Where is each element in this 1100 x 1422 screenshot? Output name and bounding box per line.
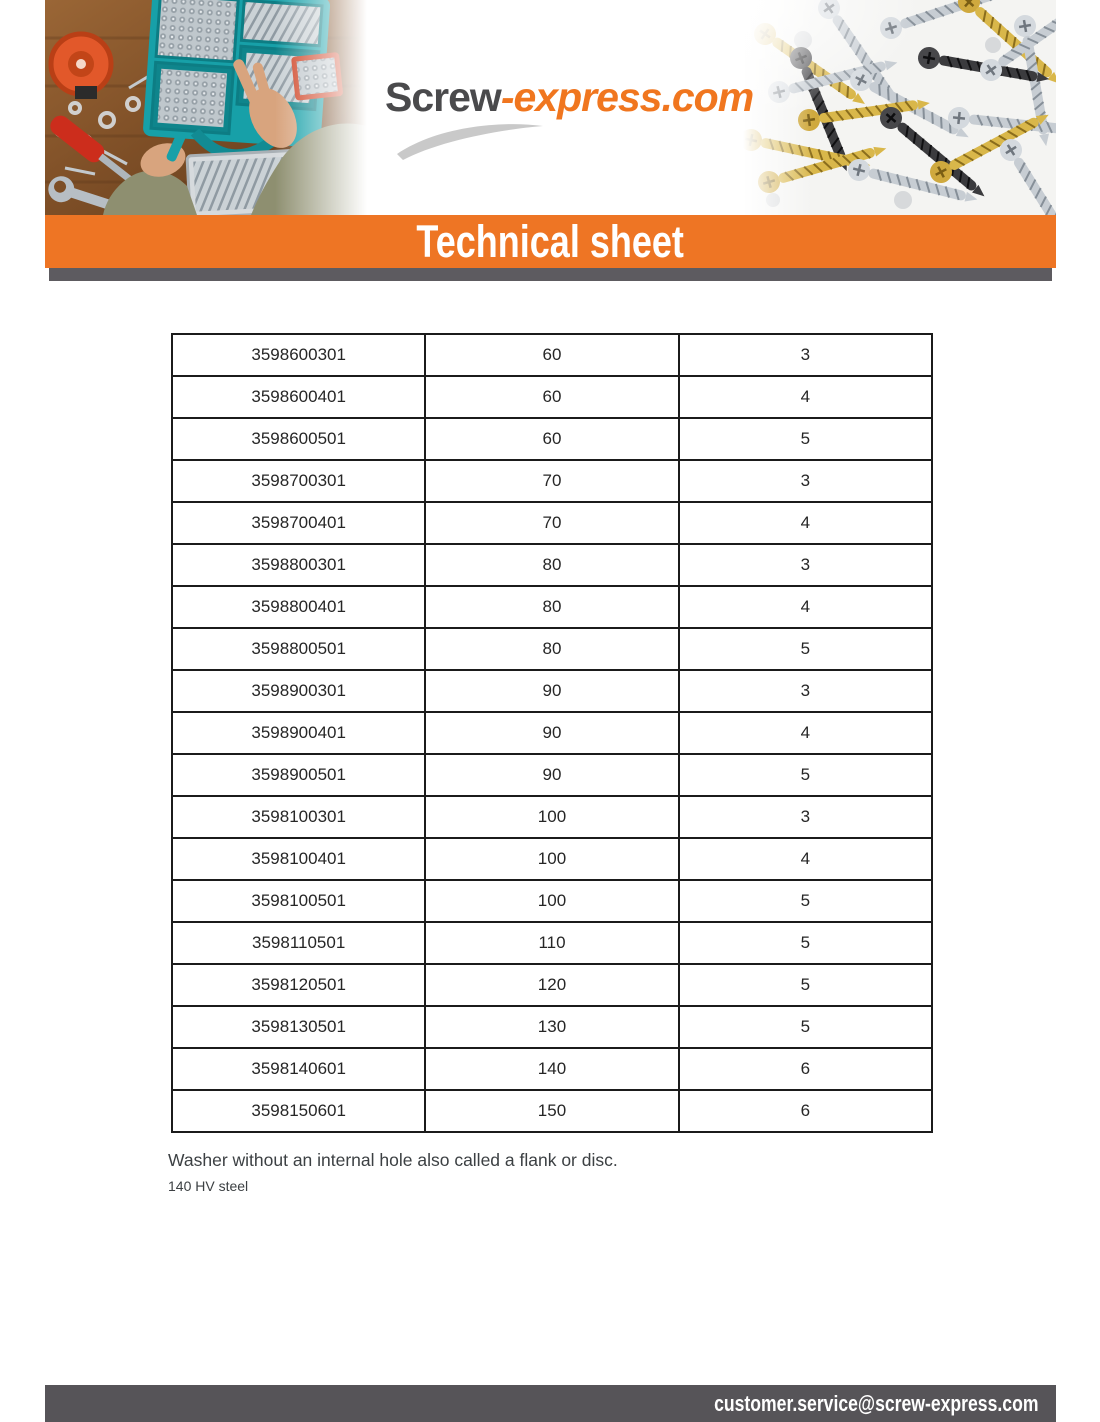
table-cell: 3598120501 — [170, 963, 427, 1007]
table-cell: 3598100401 — [170, 837, 427, 881]
table-cell: 3598800401 — [170, 585, 427, 629]
table-cell: 3 — [677, 459, 934, 503]
table-cell: 140 — [424, 1047, 680, 1091]
table-cell: 3598900501 — [170, 753, 427, 797]
table-cell: 120 — [424, 963, 680, 1007]
table-cell: 3598100501 — [170, 879, 427, 923]
table-cell: 110 — [424, 921, 680, 965]
table-cell: 3598600301 — [170, 333, 427, 377]
logo-area: Screw-express.com — [367, 0, 754, 215]
table-cell: 5 — [677, 879, 934, 923]
table-row: 3598110501 110 5 — [170, 921, 934, 965]
table-row: 3598800401 80 4 — [170, 585, 934, 629]
table-row: 3598700401 70 4 — [170, 501, 934, 545]
table-cell: 3598900301 — [170, 669, 427, 713]
header: Screw-express.com — [45, 0, 1056, 215]
hand-lower — [103, 132, 197, 215]
table-cell: 3598130501 — [170, 1005, 427, 1049]
banner-shadow-bar — [49, 268, 1052, 281]
table-cell: 3598600401 — [170, 375, 427, 419]
table-row: 3598900301 90 3 — [170, 669, 934, 713]
table-cell: 5 — [677, 963, 934, 1007]
table-cell: 130 — [424, 1005, 680, 1049]
table-cell: 3598100301 — [170, 795, 427, 839]
table-cell: 70 — [424, 501, 680, 545]
table-cell: 4 — [677, 375, 934, 419]
table-row: 3598130501 130 5 — [170, 1005, 934, 1049]
table-cell: 5 — [677, 1005, 934, 1049]
table-row: 3598900501 90 5 — [170, 753, 934, 797]
spec-table-body: 3598600301 60 3 3598600401 60 4 3598600501 60 5 3… — [170, 333, 934, 1133]
spec-table: 3598600301 60 3 3598600401 60 4 3598600501 60 5 3… — [170, 333, 934, 1133]
table-row: 3598800301 80 3 — [170, 543, 934, 587]
table-cell: 90 — [424, 669, 680, 713]
table-cell: 5 — [677, 627, 934, 671]
table-row: 3598600401 60 4 — [170, 375, 934, 419]
brand-logo: Screw-express.com — [385, 74, 754, 121]
material-text: 140 HV steel — [168, 1178, 249, 1194]
brand-logo-secondary: -express.com — [500, 74, 754, 120]
table-row: 3598800501 80 5 — [170, 627, 934, 671]
table-cell: 4 — [677, 837, 934, 881]
brand-logo-primary: Screw — [385, 74, 502, 120]
table-cell: 60 — [424, 375, 680, 419]
table-cell: 100 — [424, 879, 680, 923]
description-text: Washer without an internal hole also cal… — [168, 1150, 618, 1170]
table-cell: 3 — [677, 543, 934, 587]
workbench-photo-illustration — [45, 0, 367, 215]
table-row: 3598600501 60 5 — [170, 417, 934, 461]
table-cell: 100 — [424, 837, 680, 881]
table-row: 3598150601 150 6 — [170, 1089, 934, 1133]
table-cell: 3 — [677, 669, 934, 713]
screws-pile-illustration — [743, 0, 1056, 215]
table-cell: 3598150601 — [170, 1089, 427, 1133]
table-row: 3598100301 100 3 — [170, 795, 934, 839]
table-cell: 3598700301 — [170, 459, 427, 503]
table-cell: 5 — [677, 417, 934, 461]
table-cell: 60 — [424, 333, 680, 377]
table-cell: 3598140601 — [170, 1047, 427, 1091]
table-cell: 3 — [677, 795, 934, 839]
screws-pile-photo — [743, 0, 1056, 215]
table-cell: 80 — [424, 627, 680, 671]
footer-email: customer.service@screw-express.com — [713, 1390, 1038, 1416]
logo-swoosh — [397, 124, 543, 160]
table-row: 3598700301 70 3 — [170, 459, 934, 503]
table-cell: 100 — [424, 795, 680, 839]
table-cell: 3598900401 — [170, 711, 427, 755]
table-cell: 80 — [424, 543, 680, 587]
table-cell: 4 — [677, 711, 934, 755]
table-cell: 3598800301 — [170, 543, 427, 587]
table-row: 3598600301 60 3 — [170, 333, 934, 377]
title-banner: Technical sheet — [45, 215, 1056, 268]
table-cell: 3598110501 — [170, 921, 427, 965]
footer-bar: customer.service@screw-express.com — [45, 1385, 1056, 1422]
table-row: 3598140601 140 6 — [170, 1047, 934, 1091]
table-row: 3598900401 90 4 — [170, 711, 934, 755]
table-cell: 3598600501 — [170, 417, 427, 461]
notes-block: Washer without an internal hole also cal… — [168, 1150, 618, 1194]
table-row: 3598120501 120 5 — [170, 963, 934, 1007]
table-cell: 4 — [677, 501, 934, 545]
table-cell: 3598800501 — [170, 627, 427, 671]
table-cell: 80 — [424, 585, 680, 629]
table-cell: 6 — [677, 1089, 934, 1133]
table-cell: 90 — [424, 711, 680, 755]
workbench-photo — [45, 0, 367, 215]
table-cell: 5 — [677, 753, 934, 797]
table-cell: 70 — [424, 459, 680, 503]
tape-measure — [48, 31, 114, 99]
table-cell: 150 — [424, 1089, 680, 1133]
table-cell: 90 — [424, 753, 680, 797]
table-cell: 5 — [677, 921, 934, 965]
table-row: 3598100401 100 4 — [170, 837, 934, 881]
table-cell: 4 — [677, 585, 934, 629]
table-row: 3598100501 100 5 — [170, 879, 934, 923]
table-cell: 3 — [677, 333, 934, 377]
page-title: Technical sheet — [416, 216, 685, 267]
table-cell: 60 — [424, 417, 680, 461]
table-cell: 3598700401 — [170, 501, 427, 545]
table-cell: 6 — [677, 1047, 934, 1091]
